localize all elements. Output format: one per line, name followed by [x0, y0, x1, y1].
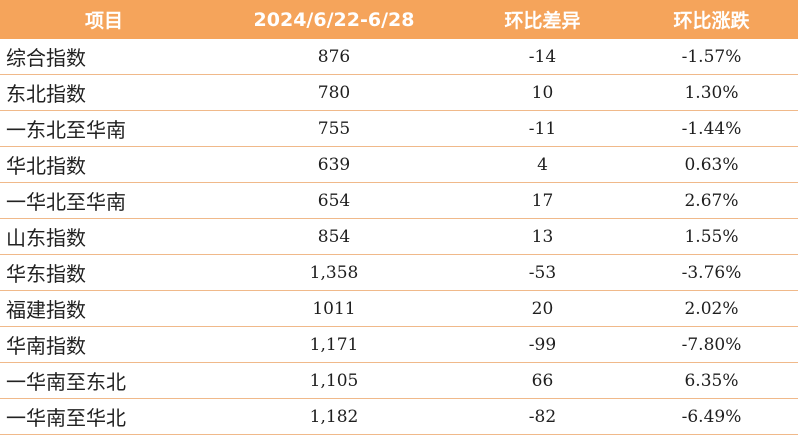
row-value-cell: 780	[208, 74, 460, 111]
row-value-cell: 854	[208, 218, 460, 255]
header-row: 项目 2024/6/22-6/28 环比差异 环比涨跌	[0, 0, 798, 39]
row-value-cell: 755	[208, 110, 460, 147]
table-row: 福建指数 1011 20 2.02%	[0, 290, 798, 327]
row-value-cell: 654	[208, 182, 460, 219]
table-body: 综合指数 876 -14 -1.57% 东北指数 780 10 1.30% 一东北至华南 755-…	[0, 39, 798, 435]
table-row: 综合指数 876 -14 -1.57%	[0, 39, 798, 75]
row-change-cell: -1.57%	[625, 39, 798, 75]
row-name-cell: 一华北至华南	[0, 182, 208, 219]
table-row: 一华南至华北 1,182 -82 -6.49%	[0, 398, 798, 435]
table-row: 一东北至华南 755 -11 -1.44%	[0, 110, 798, 147]
row-diff-cell: -53	[460, 254, 625, 291]
row-diff-cell: 4	[460, 146, 625, 183]
row-name-cell: 一华南至东北	[0, 362, 208, 399]
header-diff: 环比差异	[460, 0, 625, 39]
table-row: 华东指数 1,358 -53 -3.76%	[0, 254, 798, 291]
header-change: 环比涨跌	[625, 0, 798, 39]
header-item: 项目	[0, 0, 208, 39]
row-change-cell: -3.76%	[625, 254, 798, 291]
row-name-cell: 华东指数	[0, 254, 208, 291]
table-row: 华南指数 1,171 -99 -7.80%	[0, 326, 798, 363]
row-value-cell: 1,171	[208, 326, 460, 363]
row-change-cell: 2.02%	[625, 290, 798, 327]
row-diff-cell: 66	[460, 362, 625, 399]
row-diff-cell: 10	[460, 74, 625, 111]
table-row: 一华北至华南 654 17 2.67%	[0, 182, 798, 219]
row-diff-cell: 17	[460, 182, 625, 219]
row-value-cell: 1,105	[208, 362, 460, 399]
row-change-cell: 2.67%	[625, 182, 798, 219]
row-diff-cell: 13	[460, 218, 625, 255]
row-diff-cell: -11	[460, 110, 625, 147]
header-period: 2024/6/22-6/28	[208, 0, 460, 39]
row-name-cell: 一华南至华北	[0, 398, 208, 435]
row-name-cell: 福建指数	[0, 290, 208, 327]
table-row: 山东指数 854 13 1.55%	[0, 218, 798, 255]
table-header: 项目 2024/6/22-6/28 环比差异 环比涨跌	[0, 0, 798, 39]
table-row: 华北指数 639 4 0.63%	[0, 146, 798, 183]
row-value-cell: 876	[208, 39, 460, 75]
row-diff-cell: 20	[460, 290, 625, 327]
row-value-cell: 1011	[208, 290, 460, 327]
row-value-cell: 1,358	[208, 254, 460, 291]
row-change-cell: 6.35%	[625, 362, 798, 399]
row-name-cell: 综合指数	[0, 39, 208, 75]
row-name-cell: 华北指数	[0, 146, 208, 183]
row-change-cell: 1.30%	[625, 74, 798, 111]
row-name-cell: 一东北至华南	[0, 110, 208, 147]
row-change-cell: 1.55%	[625, 218, 798, 255]
row-diff-cell: -99	[460, 326, 625, 363]
row-value-cell: 1,182	[208, 398, 460, 435]
row-change-cell: 0.63%	[625, 146, 798, 183]
row-diff-cell: -82	[460, 398, 625, 435]
row-change-cell: -7.80%	[625, 326, 798, 363]
row-name-cell: 东北指数	[0, 74, 208, 111]
row-name-cell: 山东指数	[0, 218, 208, 255]
table-row: 一华南至东北 1,105 66 6.35%	[0, 362, 798, 399]
row-value-cell: 639	[208, 146, 460, 183]
row-diff-cell: -14	[460, 39, 625, 75]
table-row: 东北指数 780 10 1.30%	[0, 74, 798, 111]
row-change-cell: -6.49%	[625, 398, 798, 435]
row-name-cell: 华南指数	[0, 326, 208, 363]
row-change-cell: -1.44%	[625, 110, 798, 147]
